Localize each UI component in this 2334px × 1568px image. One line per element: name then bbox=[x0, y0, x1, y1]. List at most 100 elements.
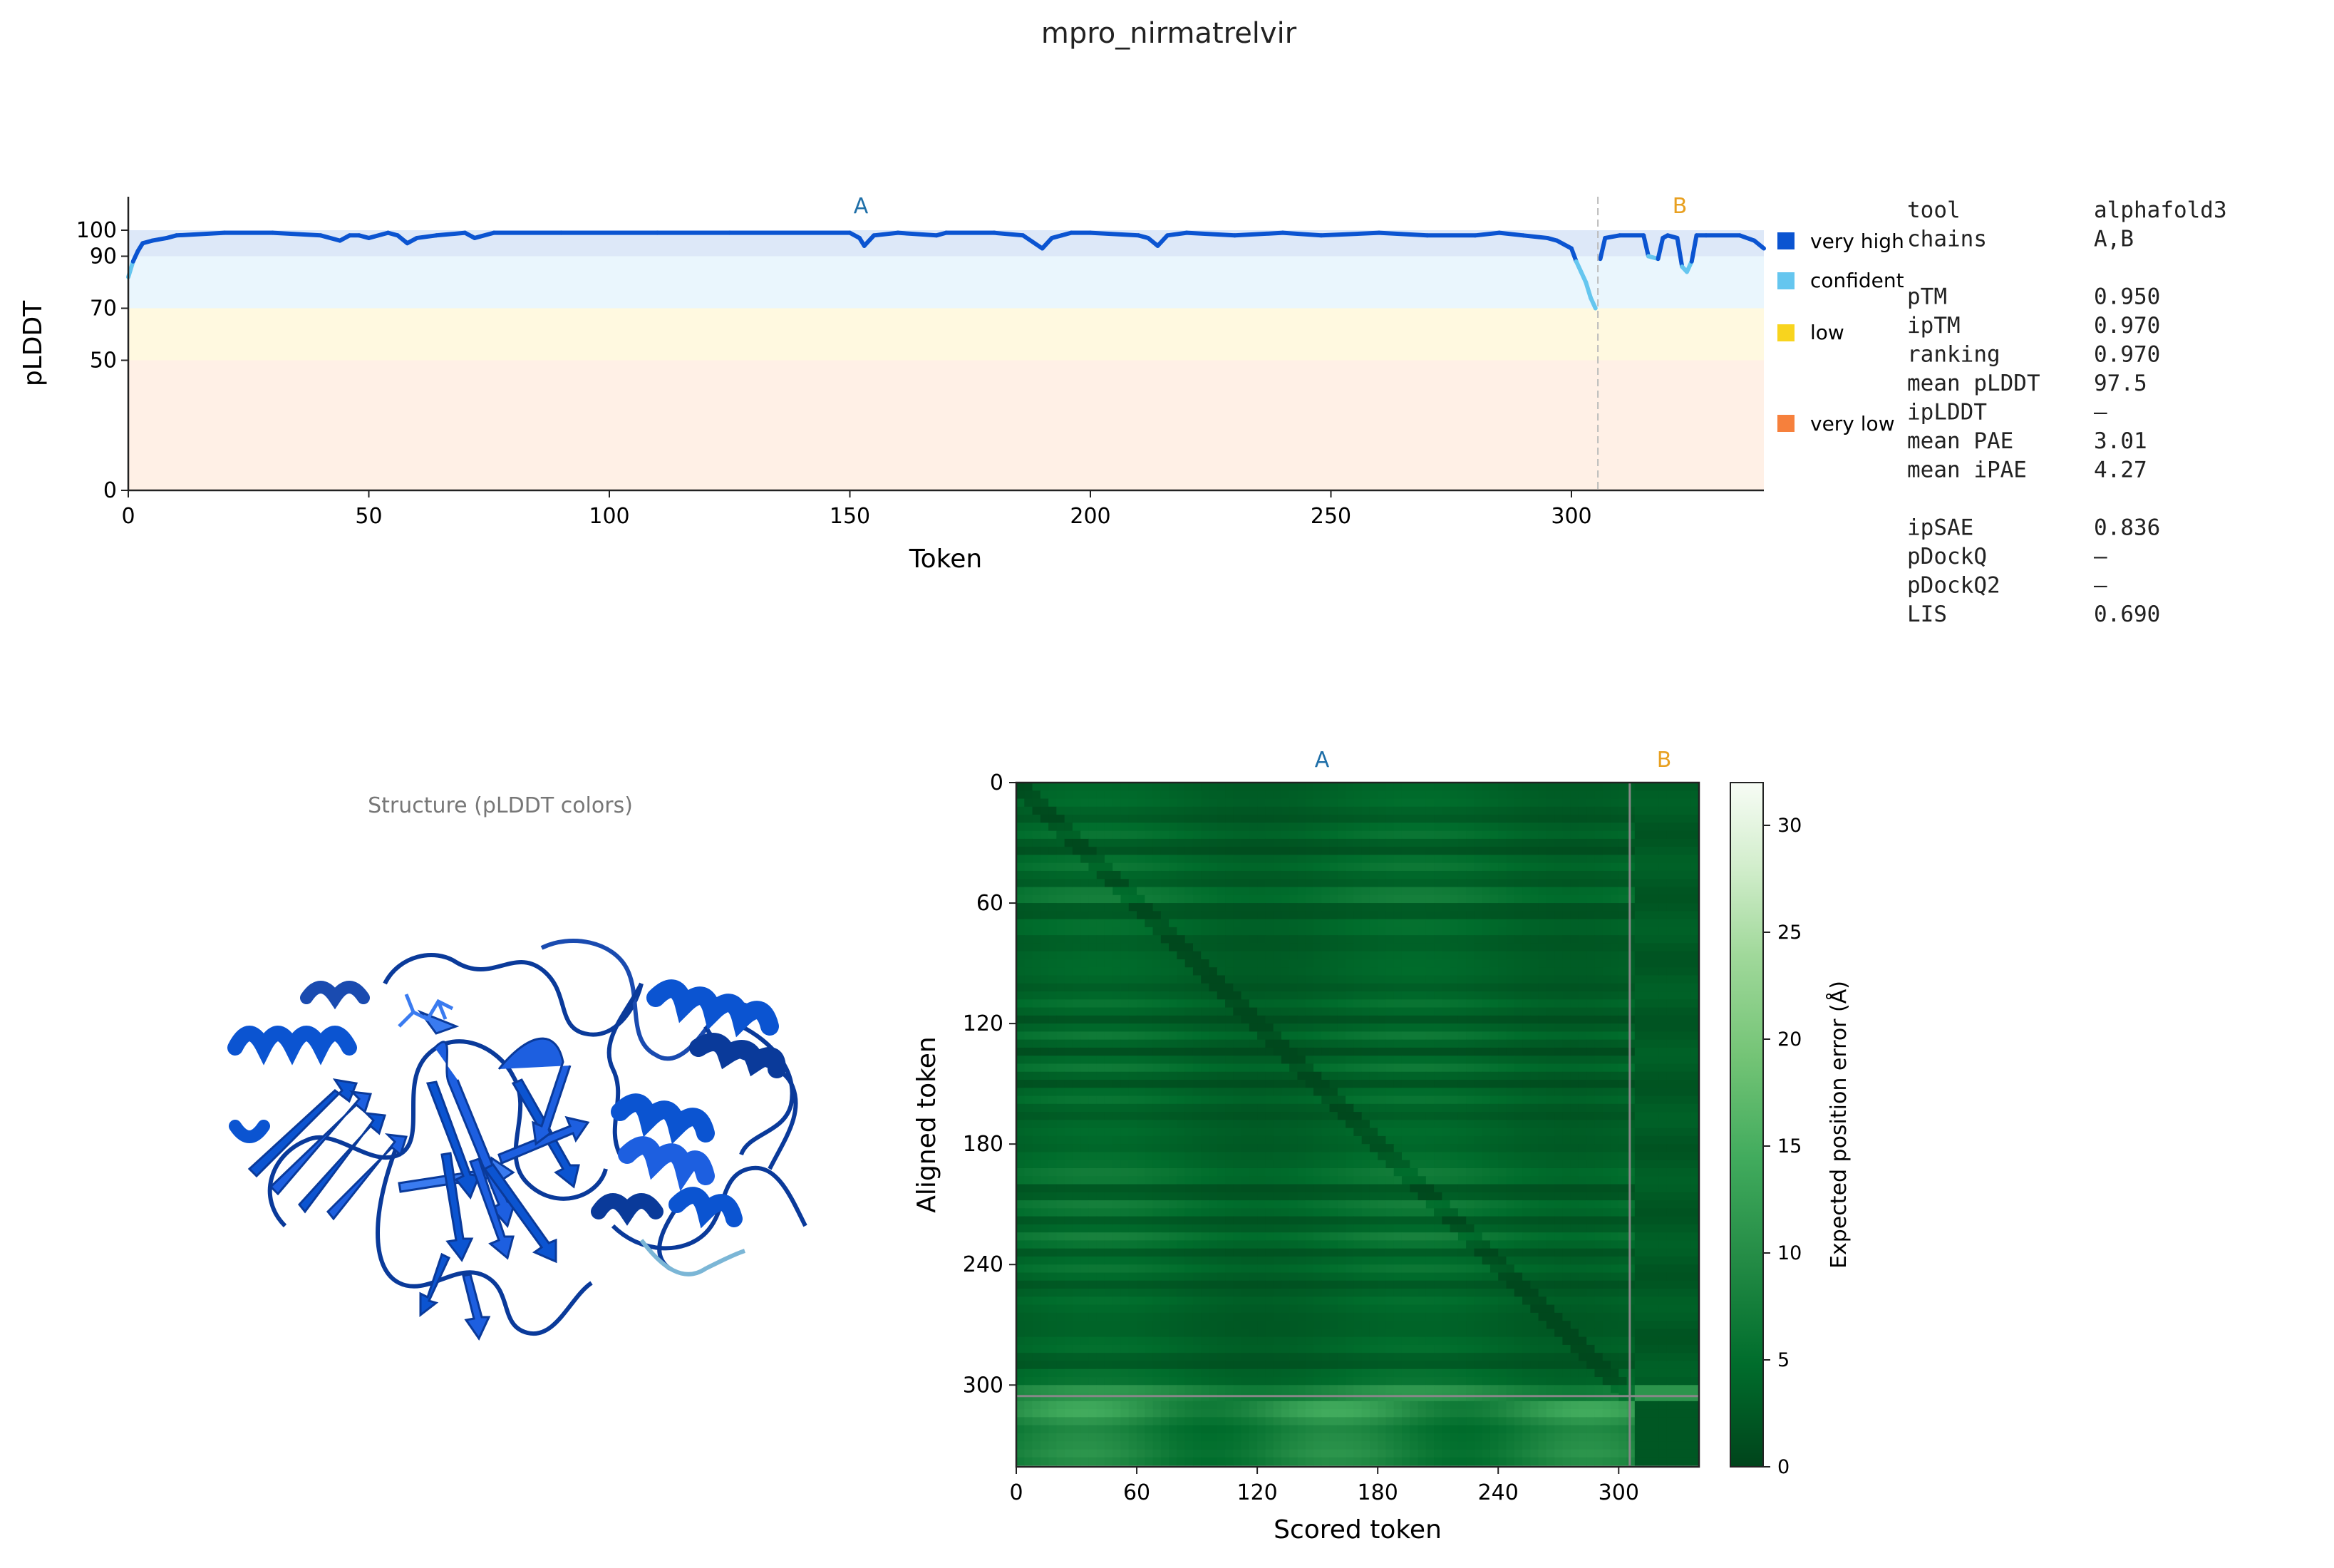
pae-cell bbox=[1088, 919, 1098, 928]
pae-cell bbox=[1578, 1176, 1587, 1185]
pae-cell bbox=[1080, 967, 1090, 976]
pae-cell bbox=[1489, 1167, 1499, 1177]
pae-cell bbox=[1112, 847, 1122, 856]
pae-cell bbox=[1522, 943, 1531, 952]
pae-cell bbox=[1570, 1112, 1579, 1120]
pae-cell bbox=[1152, 1007, 1162, 1016]
pae-cell bbox=[1586, 1192, 1596, 1201]
pae-cell bbox=[1257, 887, 1266, 896]
pae-cell bbox=[1457, 1039, 1467, 1048]
pae-cell bbox=[1305, 1192, 1314, 1201]
pae-cell bbox=[1651, 1144, 1660, 1153]
pae-cell bbox=[1209, 1128, 1218, 1137]
pae-cell bbox=[1257, 1224, 1266, 1233]
pae-cell bbox=[1192, 1167, 1202, 1177]
pae-cell bbox=[1466, 1071, 1475, 1080]
pae-cell bbox=[1265, 951, 1274, 960]
pae-cell bbox=[1225, 935, 1234, 944]
pae-cell bbox=[1281, 1103, 1290, 1113]
pae-cell bbox=[1249, 983, 1258, 992]
pae-cell bbox=[1457, 1160, 1467, 1169]
pae-cell bbox=[1120, 1232, 1130, 1242]
pae-cell bbox=[1385, 1080, 1395, 1088]
pae-cell bbox=[1305, 862, 1314, 872]
pae-cell bbox=[1482, 1160, 1491, 1169]
pae-cell bbox=[1329, 822, 1338, 832]
pae-cell bbox=[1209, 887, 1218, 896]
pae-cell bbox=[1602, 1184, 1611, 1193]
plddt-line-segment bbox=[1232, 230, 1285, 238]
pae-cell bbox=[1538, 830, 1547, 840]
pae-cell bbox=[1128, 959, 1137, 968]
pae-cell bbox=[1675, 783, 1684, 791]
pae-cell bbox=[1618, 1007, 1628, 1016]
pae-cell bbox=[1048, 927, 1057, 936]
pae-cell bbox=[1120, 983, 1130, 992]
pae-cell bbox=[1265, 815, 1274, 823]
pae-cell bbox=[1184, 1007, 1194, 1016]
pae-cell bbox=[1643, 975, 1651, 984]
pae-cell bbox=[1088, 959, 1098, 968]
pae-cell bbox=[1666, 903, 1675, 912]
pae-cell bbox=[1425, 798, 1435, 808]
pae-cell bbox=[1457, 1144, 1467, 1153]
pae-cell bbox=[1611, 999, 1619, 1009]
pae-cell bbox=[1570, 1080, 1579, 1088]
pae-cell bbox=[1233, 1232, 1242, 1242]
pae-cell bbox=[1434, 975, 1442, 984]
pae-cell bbox=[1024, 1088, 1033, 1097]
pae-cell bbox=[1450, 951, 1459, 960]
pae-cell bbox=[1450, 1120, 1459, 1129]
pae-cell bbox=[1393, 1007, 1403, 1016]
pae-cell bbox=[1522, 806, 1531, 815]
pae-cell bbox=[1192, 847, 1202, 856]
pae-cell bbox=[1346, 1039, 1354, 1048]
pae-cell bbox=[1281, 1184, 1290, 1193]
pae-cell bbox=[1522, 1015, 1531, 1024]
pae-cell bbox=[1675, 1216, 1684, 1225]
pae-cell bbox=[1457, 1200, 1467, 1209]
pae-cell bbox=[1410, 1216, 1419, 1225]
pae-cell bbox=[1651, 919, 1660, 928]
pae-cell bbox=[1040, 1095, 1049, 1105]
pae-cell bbox=[1369, 1128, 1378, 1137]
pae-cell bbox=[1128, 830, 1137, 840]
pae-cell bbox=[1177, 1216, 1186, 1225]
pae-cell bbox=[1273, 1128, 1282, 1137]
pae-cell bbox=[1626, 1200, 1636, 1209]
pae-cell bbox=[1152, 1144, 1162, 1153]
pae-cell bbox=[1538, 894, 1547, 904]
pae-cell bbox=[1152, 903, 1162, 912]
pae-cell bbox=[1442, 1128, 1451, 1137]
structure-helix bbox=[300, 981, 370, 1010]
pae-cell bbox=[1233, 815, 1242, 823]
pae-cell bbox=[1554, 1224, 1563, 1233]
pae-cell bbox=[1096, 790, 1105, 800]
pae-cell bbox=[1289, 855, 1298, 864]
pae-cell bbox=[1442, 967, 1451, 976]
pae-cell bbox=[1425, 790, 1435, 800]
pae-cell bbox=[1602, 798, 1611, 808]
pae-cell bbox=[1643, 1039, 1651, 1048]
pae-cell bbox=[1233, 1216, 1242, 1225]
pae-cell bbox=[1137, 830, 1145, 840]
pae-cell bbox=[1040, 822, 1049, 832]
pae-cell bbox=[1249, 894, 1258, 904]
pae-cell bbox=[1466, 1152, 1475, 1161]
pae-cell bbox=[1080, 1071, 1090, 1080]
pae-cell bbox=[1289, 1224, 1298, 1233]
pae-cell bbox=[1056, 951, 1065, 960]
pae-cell bbox=[1506, 903, 1515, 912]
pae-cell bbox=[1643, 894, 1651, 904]
pae-cell bbox=[1522, 1023, 1531, 1032]
pae-cell bbox=[1088, 927, 1098, 936]
pae-cell bbox=[1506, 935, 1515, 944]
pae-cell bbox=[1586, 1152, 1596, 1161]
pae-cell bbox=[1474, 919, 1483, 928]
pae-cell bbox=[1434, 838, 1442, 847]
pae-cell bbox=[1024, 1128, 1033, 1137]
pae-cell bbox=[1297, 1120, 1306, 1129]
pae-cell bbox=[1080, 830, 1090, 840]
pae-cell bbox=[1683, 999, 1692, 1009]
pae-cell bbox=[1257, 1128, 1266, 1137]
